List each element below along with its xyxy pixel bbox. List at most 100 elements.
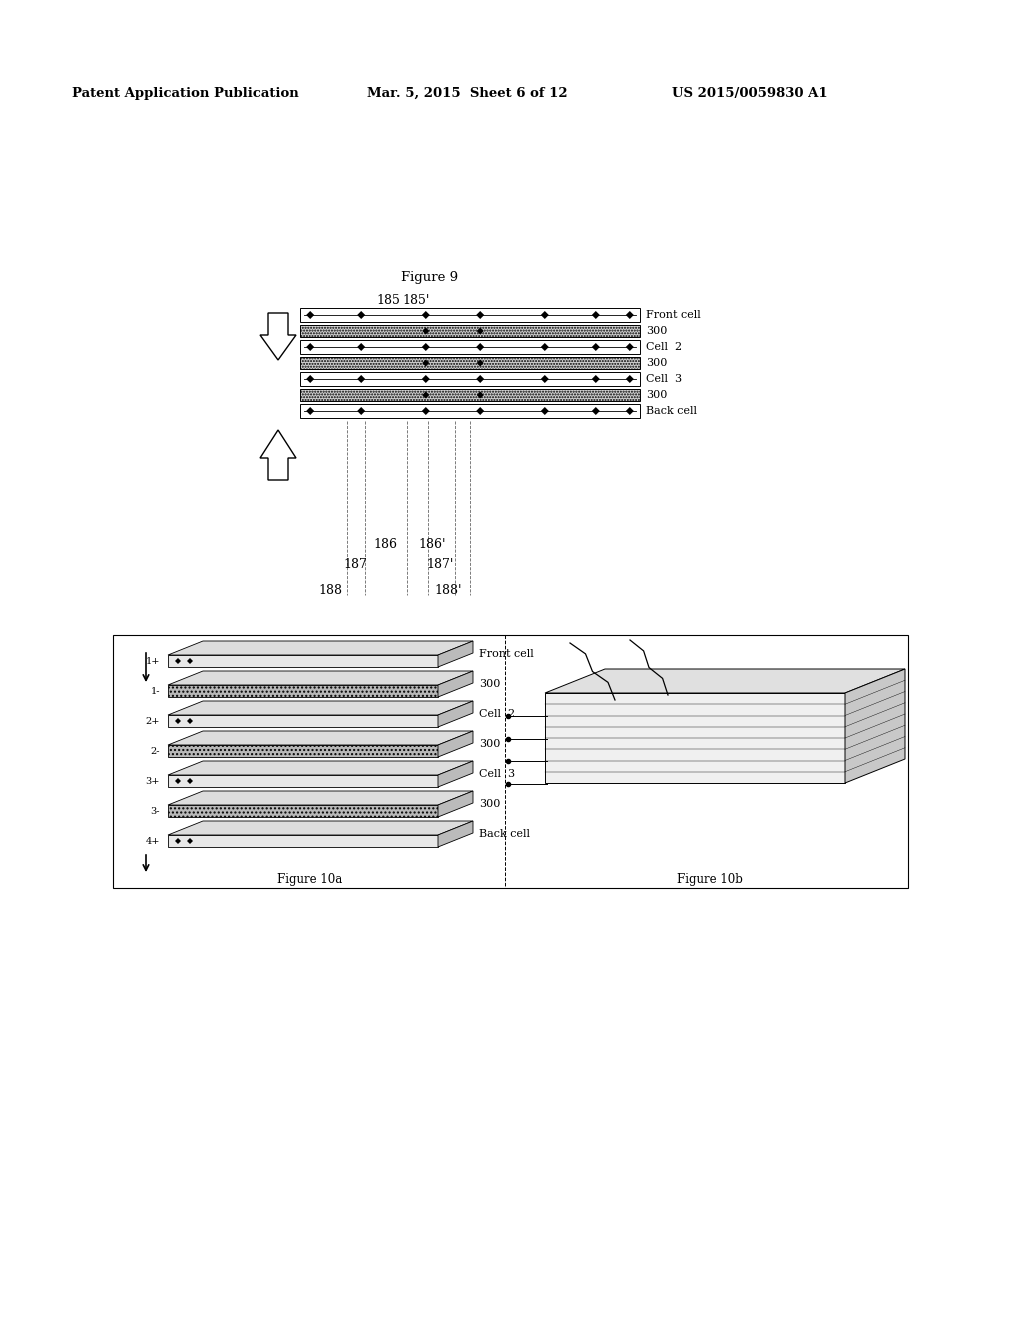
- Text: Back cell: Back cell: [479, 829, 530, 840]
- Polygon shape: [306, 375, 314, 383]
- Text: 2-: 2-: [151, 747, 160, 755]
- Text: 186: 186: [373, 539, 397, 552]
- Polygon shape: [438, 642, 473, 667]
- Polygon shape: [422, 327, 429, 334]
- Polygon shape: [422, 312, 430, 319]
- Text: 3+: 3+: [145, 776, 160, 785]
- Polygon shape: [477, 359, 483, 367]
- Polygon shape: [476, 312, 484, 319]
- Polygon shape: [541, 312, 549, 319]
- Polygon shape: [187, 657, 193, 664]
- Text: 4+: 4+: [145, 837, 160, 846]
- Bar: [300, 308, 640, 322]
- Polygon shape: [168, 821, 473, 836]
- Text: 185: 185: [376, 293, 400, 306]
- Polygon shape: [592, 407, 600, 414]
- Polygon shape: [260, 430, 296, 480]
- Bar: [300, 404, 640, 418]
- Polygon shape: [626, 407, 634, 414]
- Bar: [113, 635, 908, 888]
- Polygon shape: [422, 375, 430, 383]
- Text: 188': 188': [434, 583, 462, 597]
- Text: Front cell: Front cell: [646, 310, 700, 319]
- Polygon shape: [168, 655, 438, 667]
- Polygon shape: [168, 805, 438, 817]
- Polygon shape: [187, 777, 193, 784]
- Polygon shape: [845, 669, 905, 783]
- Polygon shape: [187, 718, 193, 723]
- Polygon shape: [175, 657, 181, 664]
- Polygon shape: [438, 701, 473, 727]
- Text: Cell  3: Cell 3: [479, 770, 515, 779]
- Polygon shape: [168, 731, 473, 744]
- Polygon shape: [306, 343, 314, 351]
- Polygon shape: [477, 327, 483, 334]
- Polygon shape: [626, 343, 634, 351]
- Bar: [300, 372, 640, 385]
- Text: Figure 10b: Figure 10b: [677, 874, 743, 887]
- Polygon shape: [168, 744, 438, 756]
- Polygon shape: [168, 685, 438, 697]
- Polygon shape: [168, 701, 473, 715]
- Polygon shape: [175, 838, 181, 843]
- Polygon shape: [187, 838, 193, 843]
- Bar: [300, 356, 640, 370]
- Polygon shape: [438, 671, 473, 697]
- Polygon shape: [626, 375, 634, 383]
- Polygon shape: [422, 407, 430, 414]
- Polygon shape: [168, 836, 438, 847]
- Polygon shape: [541, 375, 549, 383]
- Polygon shape: [168, 671, 473, 685]
- Polygon shape: [476, 343, 484, 351]
- Text: 300: 300: [646, 326, 668, 337]
- Polygon shape: [306, 407, 314, 414]
- Polygon shape: [306, 312, 314, 319]
- Polygon shape: [545, 669, 905, 693]
- Text: Back cell: Back cell: [646, 407, 697, 416]
- Text: 187': 187': [426, 558, 454, 572]
- Polygon shape: [476, 375, 484, 383]
- Polygon shape: [422, 343, 430, 351]
- Text: 300: 300: [479, 799, 501, 809]
- Polygon shape: [168, 762, 473, 775]
- Polygon shape: [168, 791, 473, 805]
- Polygon shape: [541, 407, 549, 414]
- Polygon shape: [438, 791, 473, 817]
- Text: 300: 300: [646, 358, 668, 368]
- Text: Front cell: Front cell: [479, 649, 534, 659]
- Polygon shape: [168, 775, 438, 787]
- Polygon shape: [592, 312, 600, 319]
- Polygon shape: [592, 343, 600, 351]
- Text: Cell  3: Cell 3: [646, 374, 682, 384]
- Text: 3-: 3-: [151, 807, 160, 816]
- Polygon shape: [545, 693, 845, 783]
- Text: 185': 185': [402, 293, 430, 306]
- Text: 1+: 1+: [145, 656, 160, 665]
- Polygon shape: [357, 312, 366, 319]
- Polygon shape: [260, 313, 296, 360]
- Text: Figure 9: Figure 9: [401, 272, 459, 285]
- Text: Figure 10a: Figure 10a: [278, 874, 343, 887]
- Polygon shape: [541, 343, 549, 351]
- Polygon shape: [175, 718, 181, 723]
- Text: Mar. 5, 2015  Sheet 6 of 12: Mar. 5, 2015 Sheet 6 of 12: [367, 87, 567, 99]
- Text: Cell  2: Cell 2: [479, 709, 515, 719]
- Text: US 2015/0059830 A1: US 2015/0059830 A1: [672, 87, 827, 99]
- Polygon shape: [592, 375, 600, 383]
- Polygon shape: [438, 821, 473, 847]
- Text: 300: 300: [479, 739, 501, 748]
- Polygon shape: [438, 762, 473, 787]
- Text: Cell  2: Cell 2: [646, 342, 682, 352]
- Polygon shape: [626, 312, 634, 319]
- Text: 1-: 1-: [151, 686, 160, 696]
- Text: 186': 186': [418, 539, 445, 552]
- Bar: [300, 389, 640, 401]
- Text: 300: 300: [479, 678, 501, 689]
- Polygon shape: [422, 392, 429, 399]
- Polygon shape: [357, 375, 366, 383]
- Polygon shape: [476, 407, 484, 414]
- Text: 300: 300: [646, 389, 668, 400]
- Polygon shape: [168, 642, 473, 655]
- Text: Patent Application Publication: Patent Application Publication: [72, 87, 299, 99]
- Polygon shape: [175, 777, 181, 784]
